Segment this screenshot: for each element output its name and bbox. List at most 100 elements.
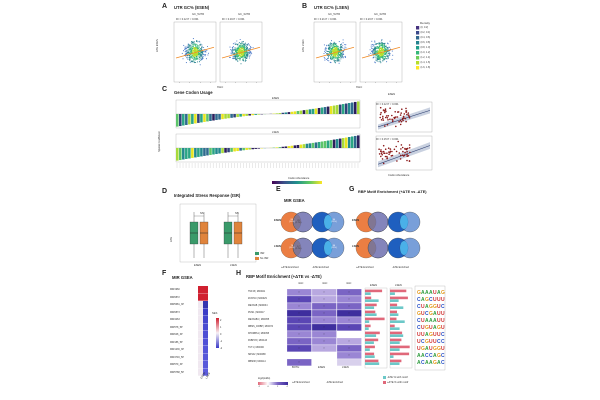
codon-bar: [356, 135, 360, 148]
panel-b-legend-title: Density: [420, 21, 431, 25]
logo-letter: A: [421, 297, 425, 303]
codon-bar: [302, 144, 306, 148]
bar-legend-swatch: [383, 376, 386, 379]
scatter-point: [192, 56, 194, 58]
rbp-cell-mark: *: [323, 312, 324, 316]
bar-pos: [365, 303, 377, 307]
scatter-point: [248, 44, 250, 46]
scatter-point: [381, 45, 384, 47]
scatter-point: [342, 57, 344, 59]
scatter-point: [192, 55, 194, 57]
scatter-point: [201, 47, 203, 49]
codon-point: [390, 155, 393, 157]
scatter-point: [197, 49, 199, 51]
scatter-point: [340, 43, 342, 46]
scatter-point: [380, 62, 382, 64]
scatter-point: [372, 45, 374, 47]
mir-label: MIR579_3P: [170, 363, 183, 366]
scatter-point: [232, 57, 234, 59]
scatter-point: [185, 51, 187, 53]
rbp-cell-mark: *: [298, 361, 299, 365]
codon-bar: [185, 148, 188, 159]
scatter-point: [192, 45, 194, 47]
codon-point: [395, 125, 397, 128]
scatter-point: [198, 54, 201, 56]
scatter-point: [324, 51, 326, 53]
nes-tick: -2: [220, 347, 223, 350]
rbp-cell-mark: *: [323, 305, 324, 309]
scatter-point: [379, 42, 381, 44]
codon-point: [392, 119, 394, 121]
scatter-point: [387, 46, 389, 49]
rbp-cell: [336, 358, 362, 366]
scatter-point: [344, 55, 346, 57]
logo-letter: U: [433, 297, 437, 303]
bar-pos: [365, 317, 385, 321]
rbp-cell: [336, 288, 362, 296]
scatter-point: [230, 53, 232, 55]
scatter-point: [333, 41, 335, 43]
bar-pos: [390, 331, 403, 335]
codon-bar: [311, 142, 315, 148]
scatter-point: [235, 49, 237, 51]
codon-bar: [203, 114, 206, 122]
venn-e-lsen: [280, 237, 314, 259]
isr-boxplots: [179, 203, 257, 263]
codon-point: [384, 152, 386, 155]
venn-right: [367, 211, 389, 233]
rbp-label: KHDRBS1 | M00058: [248, 332, 270, 335]
codon-point: [382, 109, 385, 111]
panel-h-colgroup-3: nGC: [346, 282, 352, 285]
scatter-point: [376, 43, 378, 45]
bar-legend-swatch: [383, 381, 386, 384]
heat-tick: 4: [286, 386, 288, 388]
logo-letter: U: [429, 339, 433, 345]
scatter-point: [327, 59, 329, 61]
codon-point: [380, 119, 383, 121]
scatter-point: [234, 47, 236, 49]
codon-bar: [239, 148, 242, 151]
logo-letter: U: [433, 332, 437, 338]
codon-bar: [218, 148, 221, 154]
panel-g-row-1: ESEN: [352, 219, 360, 222]
scatter-point: [329, 47, 331, 49]
codon-bar: [329, 106, 333, 114]
scatter-point: [331, 53, 333, 56]
scatter-point: [337, 55, 339, 57]
scatter-point: [190, 56, 193, 58]
rbp-cell-mark: *: [348, 340, 349, 344]
panel-b-title: UTR GC% (LSEN): [314, 5, 349, 10]
scatter-point: [250, 51, 252, 53]
scatter-point: [200, 48, 203, 50]
scatter-point: [380, 42, 382, 44]
bar-pos: [365, 352, 375, 356]
codon-bar: [215, 114, 218, 121]
scatter-point: [330, 42, 332, 44]
mir-cell-lsen: [203, 368, 208, 376]
nes-tick: 2: [220, 319, 222, 322]
codon-bar: [344, 137, 348, 148]
scatter-point: [240, 42, 242, 44]
scatter-point: [332, 56, 334, 58]
scatter-point: [387, 53, 389, 55]
scatter-point: [239, 51, 241, 53]
nes-tick: 1: [220, 326, 222, 329]
bar-neg: [365, 327, 369, 330]
codon-bar: [245, 148, 248, 150]
venn-g-esen: [355, 211, 389, 233]
scatter-point: [336, 58, 339, 60]
scatter-point: [344, 44, 346, 46]
scatter-point: [372, 57, 374, 59]
panel-h-bar-title-2: LSEN: [395, 284, 402, 287]
scatter-point: [184, 48, 186, 51]
scatter-point: [194, 49, 197, 52]
heat-tick: 2: [277, 386, 279, 388]
scatter-point: [235, 58, 237, 61]
scatter-point: [339, 49, 341, 51]
codon-bar: [254, 114, 257, 115]
scatter-point: [200, 51, 202, 53]
isr-legend-swatch: [255, 252, 259, 255]
scatter-panel-2: [219, 21, 263, 83]
scatter-point: [197, 45, 199, 47]
scatter-point: [332, 44, 335, 46]
